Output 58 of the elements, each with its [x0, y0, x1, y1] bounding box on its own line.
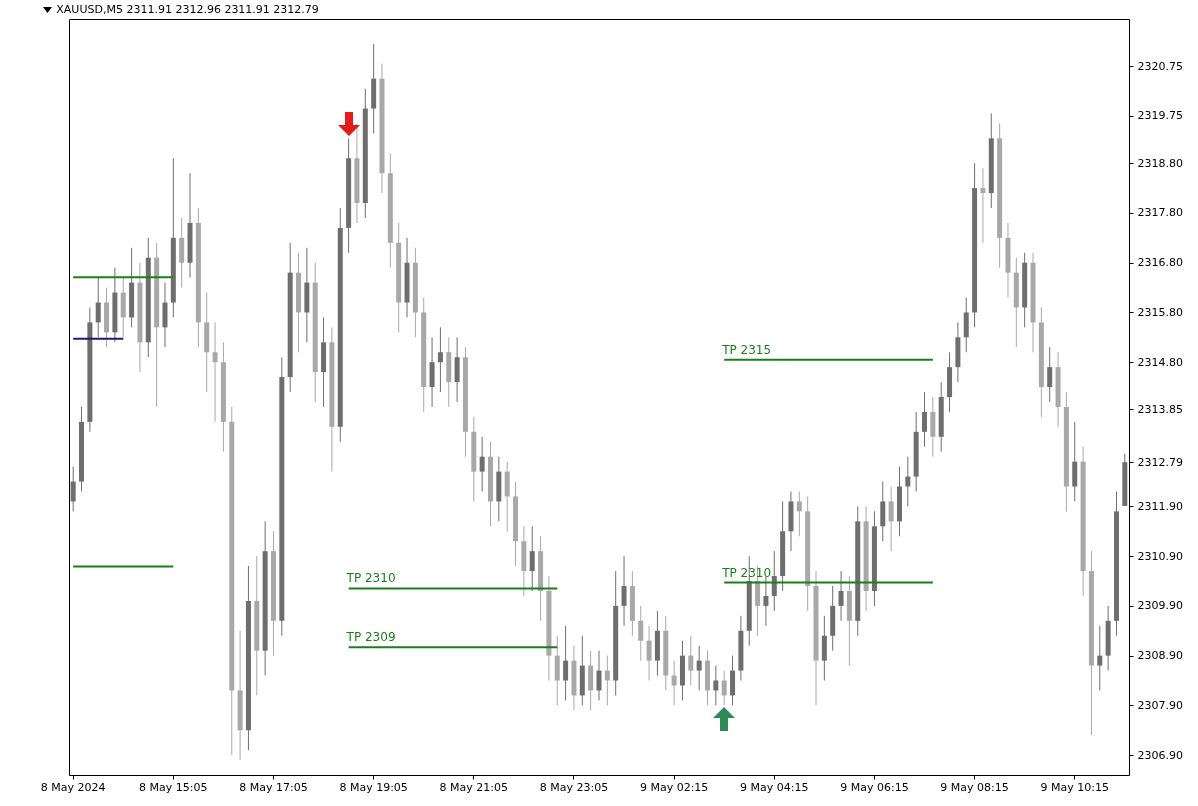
candlestick	[905, 456, 911, 507]
x-tick-label: 9 May 02:15	[639, 780, 709, 794]
y-tick-label: 2320.75	[1137, 59, 1183, 73]
y-tick-label: 2312.79	[1137, 455, 1183, 469]
candlestick	[671, 660, 677, 706]
x-tick-label: 9 May 04:15	[740, 780, 809, 794]
candlestick	[888, 486, 894, 552]
annotation: TP 2309	[345, 630, 396, 645]
candlestick	[713, 665, 719, 706]
y-tick-label: 2318.80	[1137, 156, 1183, 170]
x-tick-label: 8 May 2024	[40, 780, 106, 794]
y-tick-label: 2313.85	[1137, 402, 1183, 416]
x-tick-label: 8 May 17:05	[239, 780, 308, 794]
y-tick-label: 2311.90	[1137, 499, 1183, 513]
y-tick-label: 2319.75	[1137, 109, 1183, 123]
x-tick-label: 8 May 19:05	[339, 780, 408, 794]
y-tick-label: 2309.90	[1137, 599, 1183, 613]
candlestick	[646, 625, 652, 681]
x-tick-label: 8 May 23:05	[539, 780, 609, 794]
x-tick-label: 8 May 21:05	[439, 780, 509, 794]
y-tick-label: 2315.80	[1137, 305, 1183, 319]
candlestick	[479, 436, 485, 492]
y-tick-label: 2314.80	[1137, 355, 1183, 369]
candlestick	[437, 326, 443, 393]
candlestick	[721, 670, 727, 706]
candlestick	[922, 391, 928, 448]
candlestick	[696, 645, 702, 691]
y-tick-label: 2317.80	[1137, 206, 1183, 220]
candlestick	[621, 555, 627, 627]
y-tick-label: 2308.90	[1137, 649, 1183, 663]
candlestick	[604, 655, 610, 706]
candlestick	[1097, 625, 1103, 691]
candlestick	[688, 635, 694, 686]
candlestick	[763, 575, 769, 627]
x-tick-label: 9 May 06:15	[840, 780, 909, 794]
annotation: TP 2310	[345, 571, 396, 586]
candlestick	[70, 466, 76, 512]
candlestick	[796, 491, 802, 537]
x-tick-label: 9 May 10:15	[1040, 780, 1109, 794]
annotation: TP 2315	[721, 342, 772, 357]
candlestick	[980, 167, 986, 244]
y-tick-label: 2310.90	[1137, 549, 1183, 563]
candlestick	[638, 605, 644, 662]
candlestick	[529, 525, 535, 592]
candlestick	[563, 625, 569, 701]
candlestick	[596, 650, 602, 701]
y-tick-label: 2306.90	[1137, 748, 1183, 762]
chart-title: XAUUSD,M5 2311.91 2312.96 2311.91 2312.79	[56, 3, 319, 16]
candlestick	[838, 570, 844, 622]
candlestick	[771, 550, 777, 612]
annotation: TP 2310	[721, 565, 772, 580]
candlestick	[212, 321, 218, 423]
candlestick	[1047, 346, 1053, 403]
y-tick-label: 2316.80	[1137, 256, 1183, 270]
y-tick-label: 2307.90	[1137, 698, 1183, 712]
x-tick-label: 9 May 08:15	[940, 780, 1009, 794]
candlestick	[95, 277, 101, 338]
x-tick-label: 8 May 15:05	[139, 780, 208, 794]
